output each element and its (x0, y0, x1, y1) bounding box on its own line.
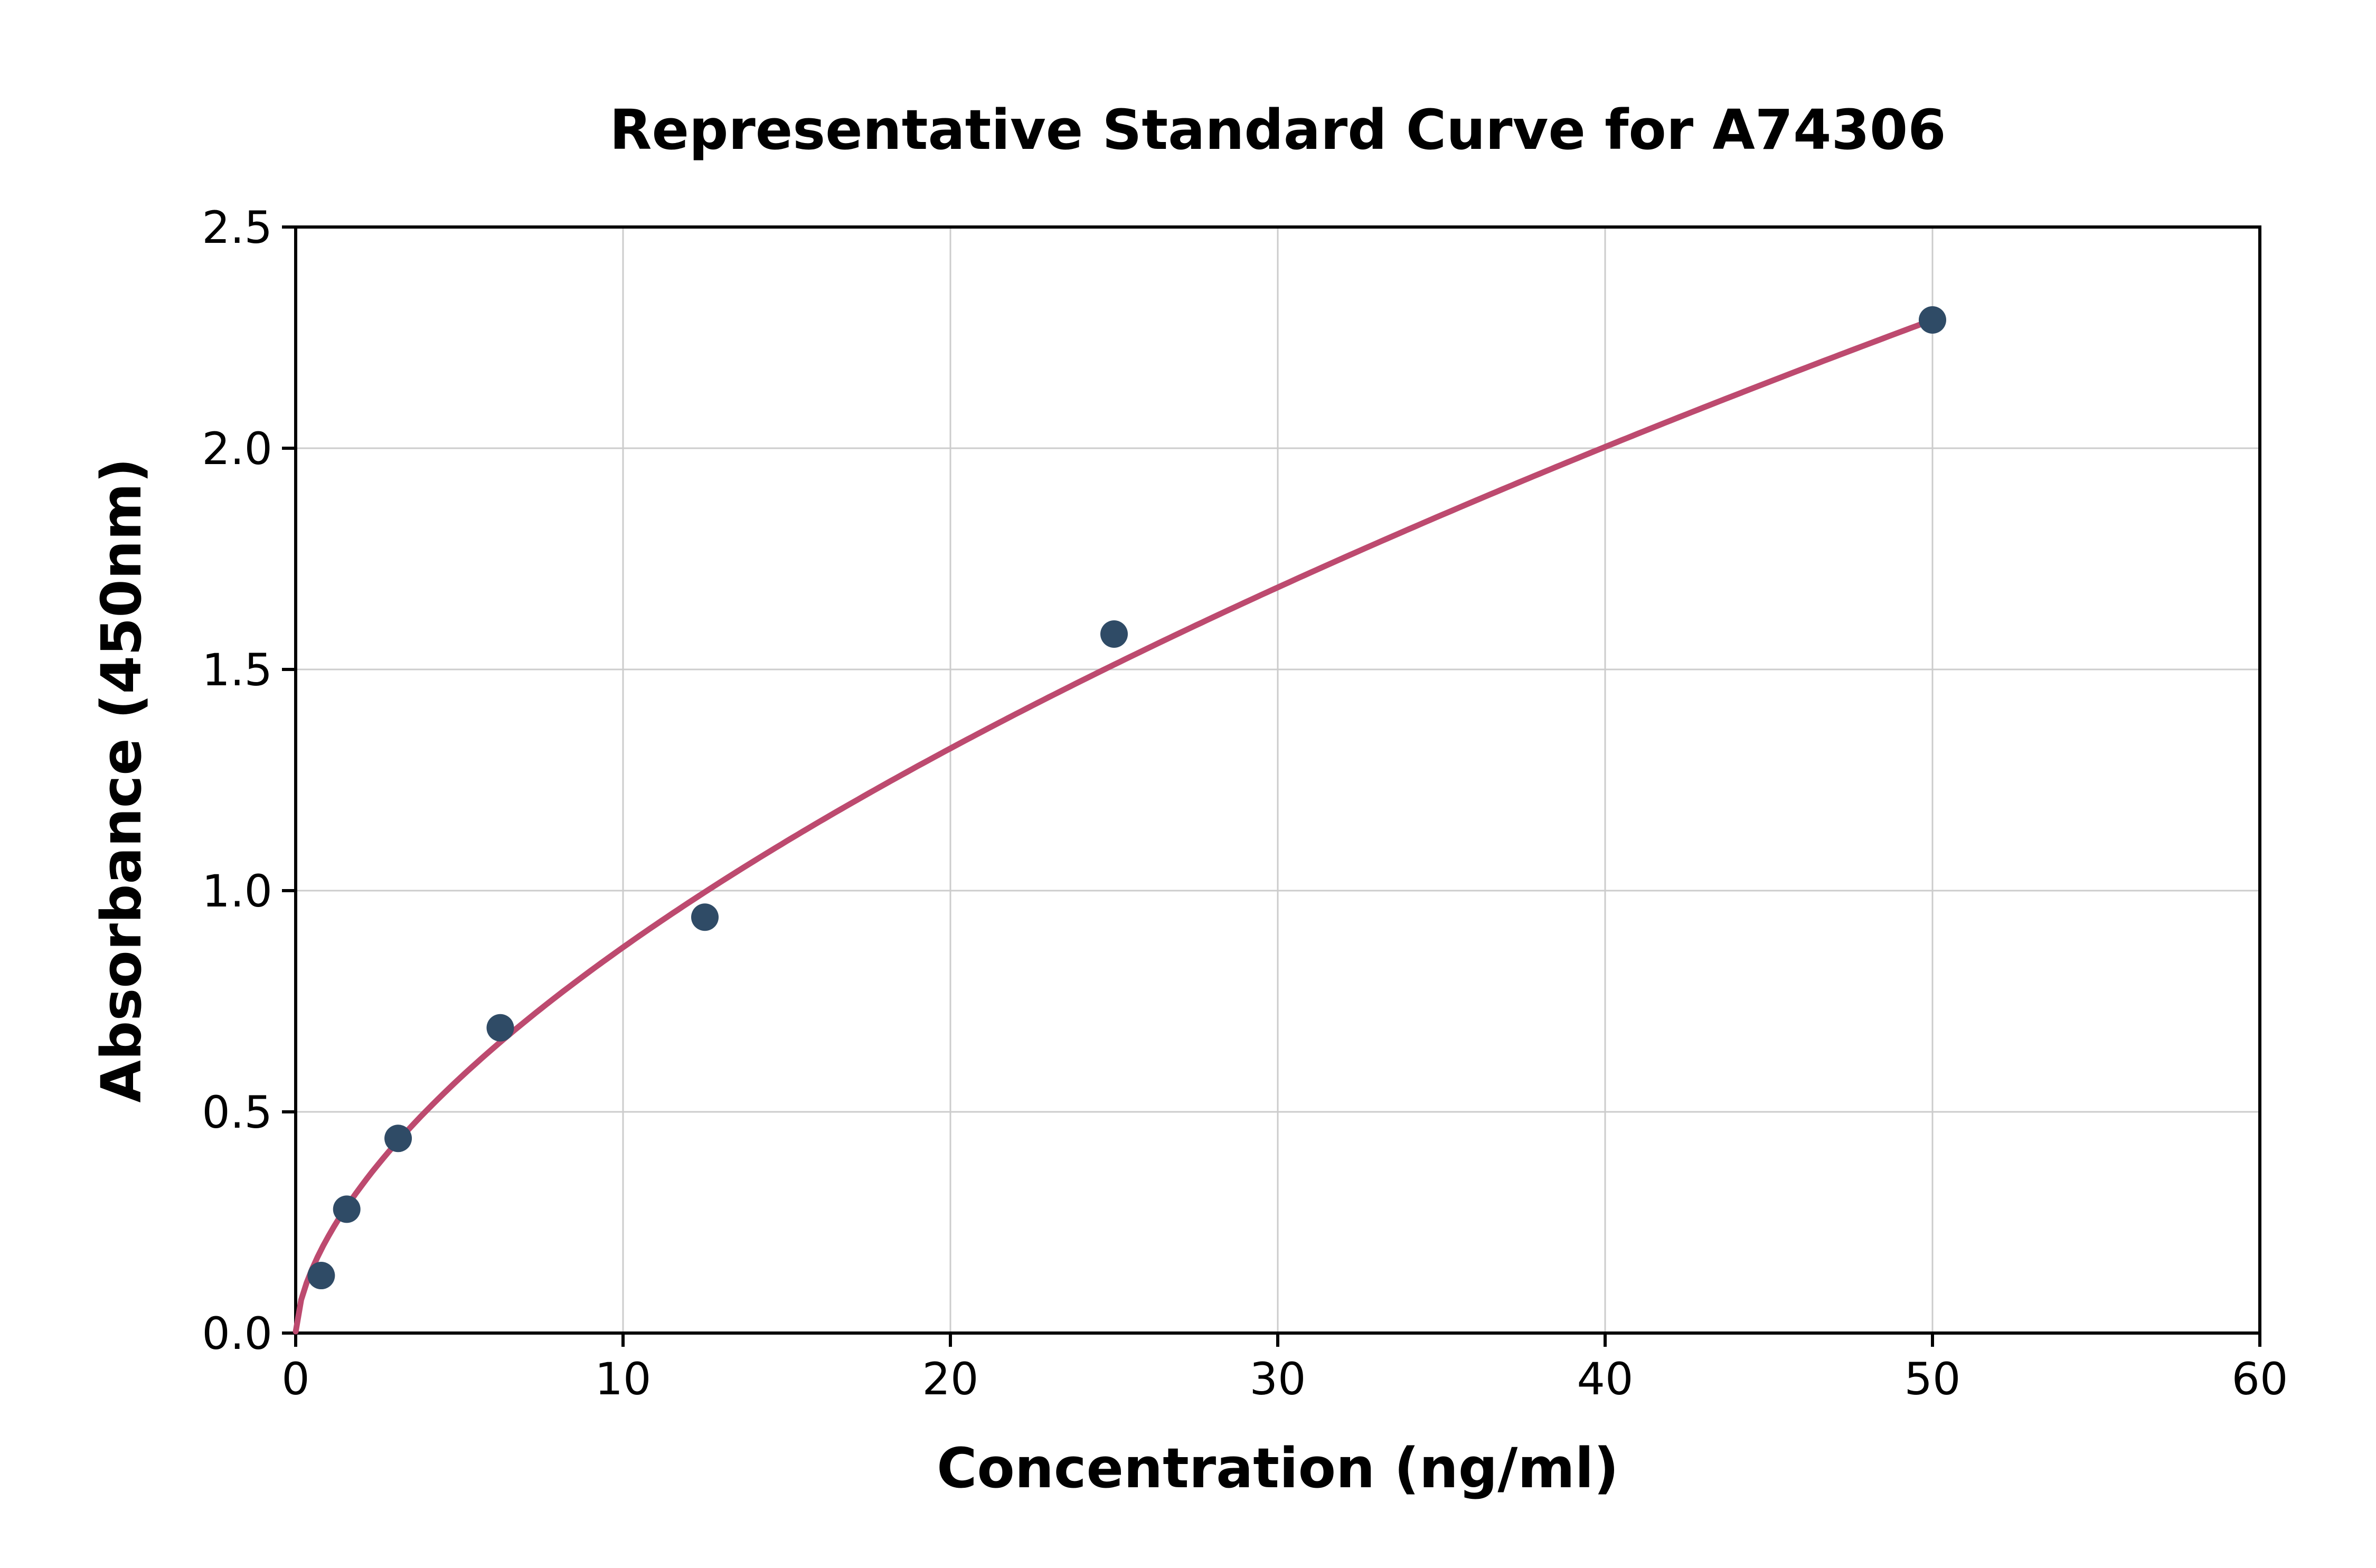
data-point (307, 1262, 335, 1290)
y-tick-label: 2.0 (202, 423, 272, 475)
data-point (333, 1195, 361, 1223)
data-point (1919, 306, 1946, 334)
x-tick-label: 60 (2232, 1353, 2288, 1405)
x-tick-label: 30 (1250, 1353, 1306, 1405)
fit-curve (293, 317, 1936, 1335)
y-tick-label: 1.5 (202, 644, 272, 696)
y-tick-label: 0.5 (202, 1087, 272, 1138)
x-tick-label: 40 (1577, 1353, 1634, 1405)
chart-title: Representative Standard Curve for A74306 (609, 98, 1946, 162)
data-point (486, 1014, 514, 1042)
x-axis-label: Concentration (ng/ml) (937, 1436, 1619, 1500)
data-point (691, 903, 719, 931)
data-point (384, 1125, 412, 1153)
y-tick-label: 2.5 (202, 202, 272, 253)
y-tick-label: 1.0 (202, 865, 272, 917)
data-point (1100, 620, 1128, 648)
x-tick-label: 10 (595, 1353, 652, 1405)
x-tick-label: 0 (281, 1353, 309, 1405)
x-tick-label: 20 (922, 1353, 979, 1405)
x-tick-label: 50 (1904, 1353, 1961, 1405)
y-tick-label: 0.0 (202, 1308, 272, 1359)
